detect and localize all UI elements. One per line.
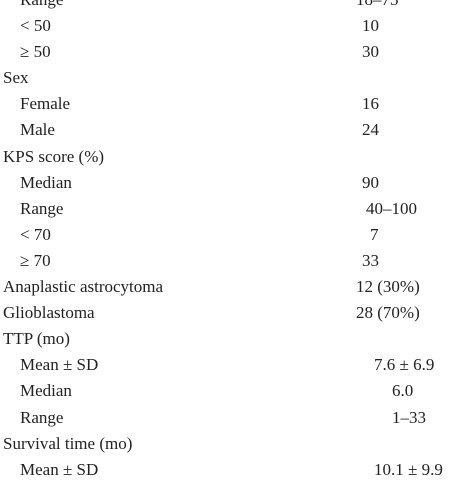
table-row: Female 16: [0, 91, 474, 117]
row-label: KPS score (%): [3, 146, 105, 166]
row-value: 10: [362, 16, 379, 36]
row-value: 7: [370, 224, 379, 244]
row-value: 40–100: [366, 198, 417, 218]
row-value: 6.0: [392, 381, 414, 401]
row-value: 7.6 ± 6.9: [374, 355, 435, 375]
table-row: KPS score (%): [0, 144, 474, 170]
row-value: 33: [362, 250, 379, 270]
row-label: Mean ± SD: [20, 459, 99, 479]
row-label: < 70: [20, 224, 51, 244]
table-row: Survival time (mo): [0, 431, 474, 457]
table-row: Anaplastic astrocytoma 12 (30%): [0, 274, 474, 300]
row-value: 10.1 ± 9.9: [374, 459, 443, 479]
table-row: Male 24: [0, 117, 474, 143]
table-row: Range 1–33: [0, 405, 474, 431]
table-row: < 50 10: [0, 13, 474, 39]
table-row: Range 40–100: [0, 196, 474, 222]
row-value: 12 (30%): [356, 277, 420, 297]
row-label: Sex: [3, 68, 29, 88]
row-value: 90: [362, 172, 379, 192]
row-value: 30: [362, 42, 379, 62]
row-value: 16: [362, 94, 379, 114]
table-row: Glioblastoma 28 (70%): [0, 300, 474, 326]
table-row: Median 6.0: [0, 378, 474, 404]
row-label: ≥ 70: [20, 250, 51, 270]
row-label: Glioblastoma: [3, 303, 95, 323]
row-label: Range: [20, 198, 64, 218]
row-value: 28 (70%): [356, 303, 420, 323]
table-row: < 70 7: [0, 222, 474, 248]
table-row: TTP (mo): [0, 326, 474, 352]
table-row: ≥ 50 30: [0, 39, 474, 65]
row-label: Range: [20, 407, 64, 427]
row-label: Male: [20, 120, 55, 140]
row-label: Range: [20, 0, 63, 13]
table-row: ≥ 70 33: [0, 248, 474, 274]
table-row: Sex: [0, 65, 474, 91]
table-row: Mean ± SD 10.1 ± 9.9: [0, 457, 474, 483]
row-label: Mean ± SD: [20, 355, 99, 375]
row-label: < 50: [20, 16, 51, 36]
row-value: 18–75: [356, 0, 399, 13]
table-row: Mean ± SD 7.6 ± 6.9: [0, 352, 474, 378]
row-label: Survival time (mo): [3, 433, 133, 453]
row-value: 1–33: [392, 407, 426, 427]
table-row: Median 90: [0, 170, 474, 196]
row-value: 24: [362, 120, 379, 140]
row-label: Median: [20, 172, 72, 192]
row-label: Anaplastic astrocytoma: [3, 277, 164, 297]
row-label: Female: [20, 94, 71, 114]
row-label: ≥ 50: [20, 42, 51, 62]
row-label: TTP (mo): [3, 329, 70, 349]
row-label: Median: [20, 381, 72, 401]
table-row: Range 18–75: [0, 0, 474, 13]
